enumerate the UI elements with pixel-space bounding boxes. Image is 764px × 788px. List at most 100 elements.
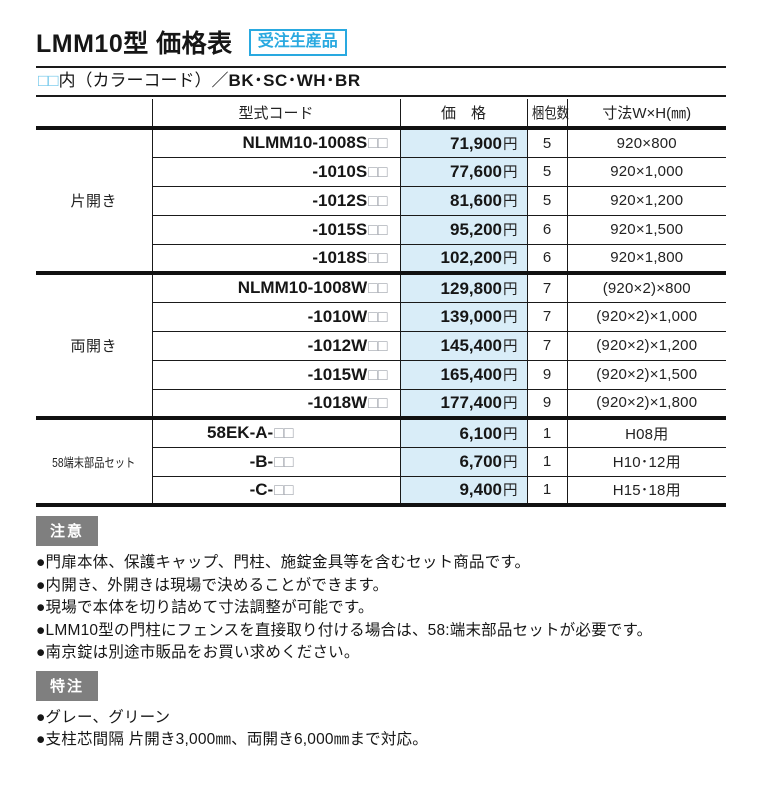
model-code: NLMM10-1008W bbox=[237, 278, 368, 298]
model-code: -1015S bbox=[312, 219, 368, 239]
pack-count-cell: 7 bbox=[526, 331, 567, 361]
table-row: -C-□□ 9,400円 1 H15･18用 bbox=[36, 476, 726, 506]
note-item: ●門扉本体、保護キャップ、門柱、施錠金具等を含むセット商品です。 bbox=[36, 554, 531, 571]
model-code-placeholder: □□ bbox=[368, 163, 388, 181]
note-item: ●南京錠は別途市販品をお買い求めください。 bbox=[36, 644, 360, 661]
yen-suffix: 円 bbox=[503, 483, 518, 500]
price-cell: 95,200円 bbox=[399, 215, 527, 245]
model-code-cell: -1010W□□ bbox=[151, 302, 400, 332]
price-cell: 139,000円 bbox=[399, 302, 527, 332]
group-label-text: 58端末部品セット bbox=[52, 456, 136, 470]
model-code-cell: 58EK-A-□□ bbox=[151, 418, 400, 448]
model-code-cell: -1015W□□ bbox=[151, 360, 400, 390]
price-value: 6,100 bbox=[459, 423, 502, 443]
model-code-placeholder: □□ bbox=[274, 453, 294, 471]
model-code-cell: -1012S□□ bbox=[151, 186, 400, 216]
size-cell: H15･18用 bbox=[566, 476, 726, 506]
page-title: LMM10型 価格表 bbox=[36, 30, 233, 58]
model-code: -1012W bbox=[307, 335, 368, 355]
model-code-placeholder: □□ bbox=[368, 394, 388, 412]
model-code-cell: NLMM10-1008S□□ bbox=[151, 128, 400, 158]
size-cell: (920×2)×800 bbox=[566, 273, 726, 303]
note-item: ●内開き、外開きは現場で決めることができます。 bbox=[36, 576, 389, 594]
caution-badge: 注意 bbox=[36, 516, 99, 546]
table-row: -1012S□□ 81,600円 5 920×1,200 bbox=[36, 186, 726, 216]
price-value: 95,200 bbox=[450, 220, 502, 239]
size-cell: H08用 bbox=[566, 418, 726, 448]
table-header: 型式コード 価 格 梱包数 寸法W×H(㎜) bbox=[36, 99, 726, 130]
table-row: 58端末部品セット 58EK-A-□□ 6,100円 1 H08用 bbox=[36, 418, 726, 470]
price-cell: 6,100円 bbox=[399, 418, 527, 448]
model-code: NLMM10-1008S bbox=[242, 133, 368, 153]
pack-count-cell: 7 bbox=[526, 302, 567, 332]
model-code-cell: -1018S□□ bbox=[151, 244, 400, 274]
model-code-cell: -C-□□ bbox=[151, 476, 400, 506]
price-cell: 6,700円 bbox=[399, 447, 527, 477]
pack-count-cell: 9 bbox=[526, 389, 567, 419]
special-order-section: 特注 ●グレー、グリーン ●支柱芯間隔 片開き3,000㎜、両開き6,000㎜ま… bbox=[36, 670, 726, 752]
price-value: 129,800 bbox=[440, 278, 502, 298]
table-row: -1012W□□ 145,400円 7 (920×2)×1,200 bbox=[36, 331, 726, 361]
model-code-cell: -1015S□□ bbox=[151, 215, 400, 245]
model-code: -C- bbox=[249, 479, 274, 499]
pack-count-cell: 9 bbox=[526, 360, 567, 390]
special-order-list: ●グレー、グリーン ●支柱芯間隔 片開き3,000㎜、両開き6,000㎜まで対応… bbox=[36, 707, 726, 752]
color-code-label: 内（カラーコード）／ bbox=[58, 71, 229, 90]
pack-count-cell: 1 bbox=[526, 476, 567, 506]
price-value: 177,400 bbox=[440, 393, 502, 413]
model-code-placeholder: □□ bbox=[274, 481, 294, 499]
model-code-cell: -B-□□ bbox=[151, 447, 400, 477]
price-value: 9,400 bbox=[459, 480, 502, 500]
header-group-spacer bbox=[36, 99, 152, 130]
price-value: 139,000 bbox=[440, 307, 502, 326]
pack-count-cell: 1 bbox=[526, 418, 567, 448]
model-code-cell: -1010S□□ bbox=[151, 157, 400, 187]
table-group-double-swing: 両開き NLMM10-1008W□□ 129,800円 7 (920×2)×80… bbox=[36, 273, 726, 419]
yen-suffix: 円 bbox=[503, 136, 518, 153]
model-code: -1015W bbox=[307, 364, 368, 384]
color-code-values: BK･SC･WH･BR bbox=[228, 71, 361, 90]
size-cell: 920×1,000 bbox=[566, 157, 726, 187]
yen-suffix: 円 bbox=[503, 251, 518, 268]
pack-count-cell: 5 bbox=[526, 186, 567, 216]
order-production-badge: 受注生産品 bbox=[248, 28, 347, 56]
model-code-cell: -1018W□□ bbox=[151, 389, 400, 419]
model-code: -1018S bbox=[312, 247, 368, 267]
model-code: -1010S bbox=[312, 161, 368, 181]
table-row: -1010S□□ 77,600円 5 920×1,000 bbox=[36, 157, 726, 187]
model-code-placeholder: □□ bbox=[368, 308, 388, 326]
yen-suffix: 円 bbox=[503, 339, 518, 355]
special-order-badge: 特注 bbox=[36, 670, 99, 701]
size-cell: 920×1,200 bbox=[566, 186, 726, 216]
color-code-placeholder-squares: □□ bbox=[38, 71, 59, 90]
group-label: 片開き bbox=[70, 193, 117, 210]
size-cell: (920×2)×1,500 bbox=[566, 360, 726, 390]
model-code-placeholder: □□ bbox=[274, 425, 294, 443]
table-row: -1018S□□ 102,200円 6 920×1,800 bbox=[36, 244, 726, 274]
price-cell: 9,400円 bbox=[399, 476, 527, 506]
price-value: 77,600 bbox=[450, 162, 502, 181]
price-table: 型式コード 価 格 梱包数 寸法W×H(㎜) 片開き NLMM10-1008S□… bbox=[36, 99, 726, 507]
size-cell: (920×2)×1,200 bbox=[566, 331, 726, 361]
price-cell: 129,800円 bbox=[399, 273, 527, 303]
model-code: -B- bbox=[249, 451, 274, 471]
special-item: ●支柱芯間隔 片開き3,000㎜、両開き6,000㎜まで対応。 bbox=[36, 731, 428, 748]
price-value: 81,600 bbox=[450, 191, 502, 210]
header-price: 価 格 bbox=[399, 99, 527, 130]
model-code-placeholder: □□ bbox=[368, 249, 388, 267]
header-pack-count: 梱包数 bbox=[526, 99, 568, 130]
model-code-placeholder: □□ bbox=[368, 221, 388, 239]
yen-suffix: 円 bbox=[503, 310, 518, 326]
model-code-placeholder: □□ bbox=[368, 192, 388, 210]
yen-suffix: 円 bbox=[503, 368, 518, 384]
price-value: 71,900 bbox=[450, 133, 502, 153]
document-page: LMM10型 価格表 受注生産品 □□ 内（カラーコード）／ BK･SC･WH･… bbox=[36, 28, 726, 752]
note-item: ●現場で本体を切り詰めて寸法調整が可能です。 bbox=[36, 599, 374, 616]
group-label: 58端末部品セット bbox=[36, 418, 152, 505]
model-code-placeholder: □□ bbox=[368, 280, 388, 298]
price-value: 165,400 bbox=[440, 365, 502, 384]
price-value: 145,400 bbox=[440, 336, 502, 355]
group-label: 両開き bbox=[70, 338, 117, 355]
model-code-cell: NLMM10-1008W□□ bbox=[151, 273, 400, 303]
price-cell: 102,200円 bbox=[399, 244, 527, 274]
